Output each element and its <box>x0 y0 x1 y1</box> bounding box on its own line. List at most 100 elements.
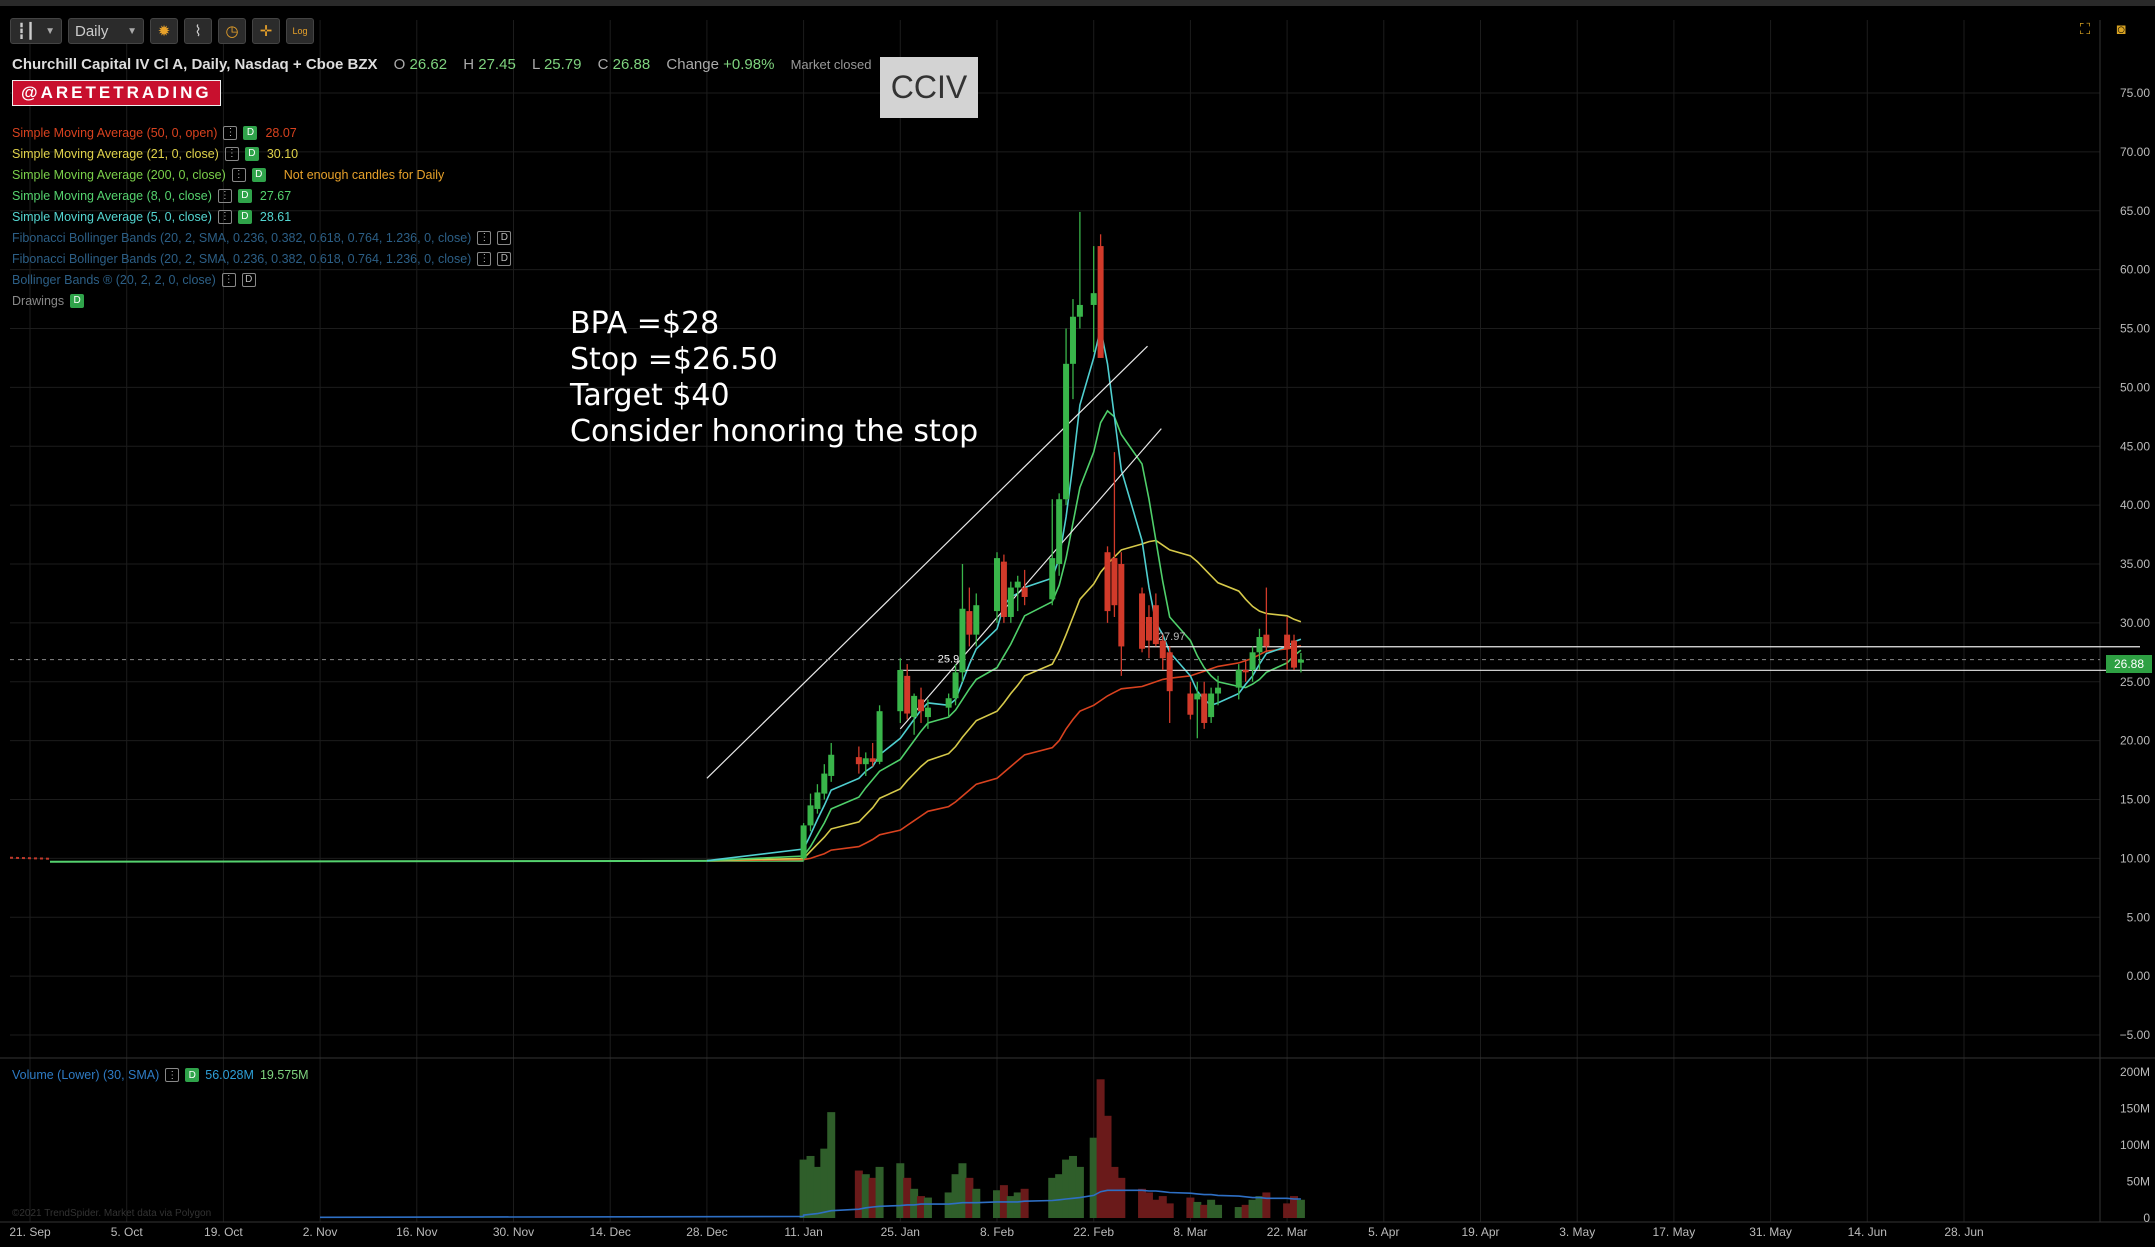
study-row[interactable]: Simple Moving Average (200, 0, close) ⋮ D N… <box>12 164 511 185</box>
volume-bar <box>813 1166 822 1218</box>
crosshair-button[interactable]: ✛ <box>252 18 280 44</box>
candle-body <box>1152 605 1159 645</box>
study-row[interactable]: Drawings D <box>12 290 511 311</box>
study-row[interactable]: Bollinger Bands ® (20, 2, 2, 0, close) ⋮ D <box>12 269 511 290</box>
candle-body <box>1007 587 1014 617</box>
candle-body <box>1284 634 1291 649</box>
y-tick-label: 25.00 <box>2120 675 2150 689</box>
study-info-icon[interactable]: ⋮ <box>221 272 236 287</box>
candle-body <box>959 608 966 673</box>
brand-badge: @ARETETRADING <box>12 80 221 106</box>
volume-bar <box>1117 1177 1126 1218</box>
volume-bar <box>1068 1155 1077 1218</box>
low-label: L <box>531 56 540 73</box>
candle-body <box>1069 316 1076 364</box>
x-tick-label: 22. Feb <box>1073 1225 1114 1239</box>
last-price-tag: 26.88 <box>2106 655 2152 673</box>
y-tick-label: 55.00 <box>2120 322 2150 336</box>
candle-body <box>1014 581 1021 588</box>
candle-body <box>1049 558 1056 600</box>
study-row[interactable]: Simple Moving Average (8, 0, close) ⋮ D 27.… <box>12 185 511 206</box>
level-label: 27.97 <box>1158 631 1186 643</box>
volume-legend-label: Volume (Lower) (30, SMA) <box>12 1068 160 1082</box>
candle-body <box>828 754 835 776</box>
candle-body <box>904 675 911 714</box>
study-row[interactable]: Fibonacci Bollinger Bands (20, 2, SMA, 0… <box>12 248 512 269</box>
x-tick-label: 3. May <box>1559 1225 1595 1239</box>
study-info-icon[interactable]: ⋮ <box>477 251 492 266</box>
candle-body <box>1159 640 1166 659</box>
volume-bar <box>1075 1166 1084 1218</box>
study-label: Bollinger Bands ® (20, 2, 2, 0, close) <box>12 272 216 287</box>
volume-bar <box>1006 1196 1015 1218</box>
study-row[interactable]: Simple Moving Average (21, 0, close) ⋮ D 30… <box>12 143 511 164</box>
volume-bar <box>1103 1115 1112 1218</box>
toolbar: ┇┃ ▼ Daily ▼ ✹ ⌇ ◷ ✛ Log <box>10 16 314 46</box>
study-label: Simple Moving Average (50, 0, open) <box>12 125 218 140</box>
study-info-icon[interactable]: ⋮ <box>477 230 492 245</box>
study-row[interactable]: Simple Moving Average (5, 0, close) ⋮ D 28.… <box>12 206 511 227</box>
sma8-line <box>706 409 1302 862</box>
volume-bar <box>1020 1188 1029 1218</box>
study-info-icon[interactable]: ⋮ <box>224 146 239 161</box>
study-row[interactable]: Simple Moving Average (50, 0, open) ⋮ D 28.… <box>12 122 511 143</box>
chevron-down-icon: ▼ <box>127 25 137 37</box>
chart-type-dropdown[interactable]: ┇┃ ▼ <box>10 18 62 44</box>
study-label: Fibonacci Bollinger Bands (20, 2, SMA, 0… <box>12 251 472 266</box>
symbol-label: CCIV <box>880 57 978 118</box>
volume-info-icon[interactable]: ⋮ <box>165 1068 180 1082</box>
study-toggle-icon[interactable]: D <box>70 293 85 308</box>
volume-tick-label: 200M <box>2120 1065 2150 1079</box>
volume-bar <box>1151 1199 1160 1218</box>
close-label: C <box>597 56 609 73</box>
candle-body <box>918 699 925 712</box>
study-info-icon[interactable]: ⋮ <box>217 188 232 203</box>
volume-bar <box>868 1177 877 1218</box>
study-toggle-icon[interactable]: D <box>244 146 259 161</box>
log-scale-button[interactable]: Log <box>286 18 314 44</box>
candle-body <box>1145 616 1152 641</box>
y-tick-label: 70.00 <box>2120 145 2150 159</box>
study-row[interactable]: Fibonacci Bollinger Bands (20, 2, SMA, 0… <box>12 227 512 248</box>
volume-bar <box>917 1196 926 1218</box>
trend-line <box>706 345 1148 779</box>
x-tick-label: 5. Apr <box>1368 1225 1399 1239</box>
camera-icon[interactable]: ◙ <box>2116 20 2126 38</box>
study-toggle-icon[interactable]: D <box>237 209 252 224</box>
indicator-button[interactable]: ⌇ <box>184 18 212 44</box>
period-select[interactable]: Daily ▼ <box>68 18 144 44</box>
sma21-line <box>706 539 1302 862</box>
candle-body <box>807 805 814 826</box>
volume-sma-line <box>319 1189 1301 1219</box>
volume-bar <box>827 1112 836 1218</box>
study-toggle-icon[interactable]: D <box>241 272 256 287</box>
study-info-icon[interactable]: ⋮ <box>231 167 246 182</box>
volume-bar <box>1248 1199 1257 1218</box>
study-toggle-icon[interactable]: D <box>243 125 258 140</box>
candle-body <box>1063 363 1070 500</box>
y-tick-label: 15.00 <box>2120 793 2150 807</box>
symbol-header: Churchill Capital IV Cl A, Daily, Nasdaq… <box>12 56 872 73</box>
volume-bar <box>1296 1199 1305 1218</box>
study-legend: Simple Moving Average (50, 0, open) ⋮ D 28.… <box>12 122 512 311</box>
study-toggle-icon[interactable]: D <box>251 167 266 182</box>
volume-toggle-icon[interactable]: D <box>185 1068 200 1082</box>
candle-body <box>1242 669 1249 673</box>
y-tick-label: 20.00 <box>2120 734 2150 748</box>
settings-button[interactable]: ✹ <box>150 18 178 44</box>
fullscreen-icon[interactable]: ⛶ <box>2079 20 2091 38</box>
volume-bar <box>875 1166 884 1218</box>
study-toggle-icon[interactable]: D <box>497 251 512 266</box>
y-tick-label: −5.00 <box>2120 1028 2151 1042</box>
clock-button[interactable]: ◷ <box>218 18 246 44</box>
study-toggle-icon[interactable]: D <box>497 230 512 245</box>
study-value: 28.61 <box>259 209 292 224</box>
volume-bar <box>820 1148 829 1218</box>
volume-bar <box>1062 1159 1071 1218</box>
candle-body <box>869 758 876 762</box>
study-info-icon[interactable]: ⋮ <box>217 209 232 224</box>
study-info-icon[interactable]: ⋮ <box>223 125 238 140</box>
study-toggle-icon[interactable]: D <box>237 188 252 203</box>
